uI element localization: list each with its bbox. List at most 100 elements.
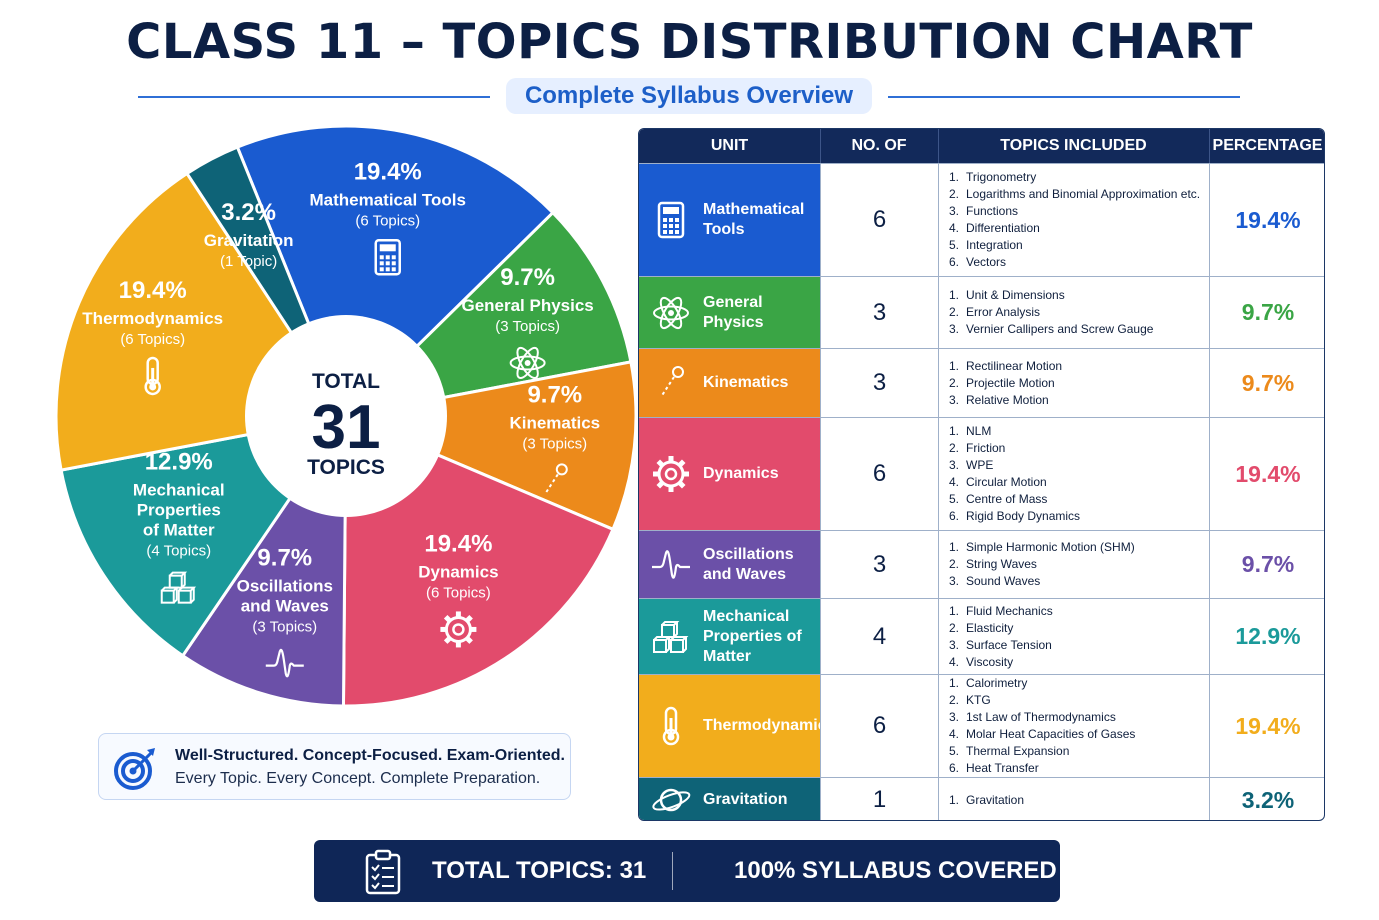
slice-percent-label: 9.7%: [527, 381, 582, 408]
topic-item: 4. Circular Motion: [949, 474, 1209, 491]
topic-text: Unit & Dimensions: [966, 288, 1065, 302]
topic-item: 2. KTG: [949, 692, 1209, 709]
slice-count-label: (6 Topics): [355, 212, 420, 229]
topic-item: 3. 1st Law of Thermodynamics: [949, 709, 1209, 726]
slice-name-label: and Waves: [241, 597, 329, 616]
topic-text: KTG: [966, 693, 991, 707]
wave-icon: [652, 549, 690, 579]
unit-cell: Kinematics: [639, 349, 820, 417]
wave-icon: [265, 648, 304, 678]
thermometer-icon: [144, 356, 161, 396]
atom-icon: [653, 296, 689, 329]
unit-cell: Oscillations and Waves: [639, 531, 820, 598]
cubes-icon: [653, 620, 689, 653]
subtitle: Complete Syllabus Overview: [506, 78, 872, 114]
topic-count: 6: [820, 164, 938, 276]
topic-number: 5.: [949, 238, 960, 252]
topic-number: 5.: [949, 492, 960, 506]
topics-cell: 1. Rectilinear Motion 2. Projectile Motion 3…: [938, 349, 1209, 417]
topic-number: 6.: [949, 255, 960, 269]
topic-count: 1: [820, 778, 938, 820]
unit-name: Thermodynamics: [703, 717, 836, 734]
planet-icon: [652, 788, 691, 812]
footer-total-topics: TOTAL TOPICS: 31: [432, 857, 647, 884]
topic-item: 3. Sound Waves: [949, 573, 1209, 590]
slice-percent-label: 19.4%: [354, 158, 422, 185]
topic-count: 3: [820, 277, 938, 348]
topic-number: 2.: [949, 557, 960, 571]
slice-count-label: (3 Topics): [495, 318, 560, 335]
calculator-icon: [657, 201, 685, 239]
topics-cell: 1. Fluid Mechanics 2. Elasticity 3. Surface T…: [938, 599, 1209, 674]
topic-text: WPE: [966, 458, 994, 472]
unit-name: Oscillations and Waves: [703, 545, 794, 583]
slice-name-label: Gravitation: [204, 231, 294, 250]
topic-item: 5. Thermal Expansion: [949, 743, 1209, 760]
topic-number: 1.: [949, 676, 960, 690]
topic-number: 1.: [949, 792, 960, 807]
topic-number: 4.: [949, 654, 960, 669]
topic-number: 2.: [949, 620, 960, 635]
footer-divider: [672, 852, 673, 890]
unit-name: General Physics: [703, 293, 764, 331]
topic-text: Surface Tension: [966, 637, 1052, 652]
percentage-value: 9.7%: [1209, 349, 1324, 417]
slice-count-label: (4 Topics): [146, 543, 211, 560]
header-divider: [820, 129, 821, 163]
topic-item: 6. Rigid Body Dynamics: [949, 508, 1209, 525]
tagline-line-2: Every Topic. Every Concept. Complete Pre…: [175, 770, 541, 787]
topic-text: Integration: [966, 238, 1023, 252]
topic-number: 1.: [949, 170, 960, 184]
topic-text: Rectilinear Motion: [966, 358, 1063, 373]
topic-item: 1. Unit & Dimensions: [949, 287, 1209, 304]
unit-name: Dynamics: [703, 465, 779, 482]
topic-text: Elasticity: [966, 620, 1014, 635]
topic-text: Gravitation: [966, 792, 1025, 807]
divider-right: [888, 96, 1240, 98]
topic-number: 2.: [949, 375, 960, 390]
table-row: Oscillations and Waves 3 1. Simple Harmonic…: [639, 530, 1324, 598]
slice-percent-label: 9.7%: [500, 264, 555, 291]
header-count: NO. OF TOPICS: [849, 137, 909, 188]
footer-syllabus-covered: 100% SYLLABUS COVERED: [734, 857, 1057, 884]
slice-percent-label: 3.2%: [221, 199, 276, 226]
center-topics-label: TOPICS: [307, 456, 385, 479]
topic-item: 3. Surface Tension: [949, 637, 1209, 654]
center-total-label: TOTAL: [312, 370, 380, 393]
topic-item: 2. Error Analysis: [949, 304, 1209, 321]
header-unit: UNIT: [710, 137, 749, 154]
topic-text: Logarithms and Binomial Approximation et…: [966, 187, 1201, 201]
topic-text: 1st Law of Thermodynamics: [966, 710, 1116, 724]
percentage-value: 19.4%: [1209, 418, 1324, 530]
topic-text: Calorimetry: [966, 676, 1028, 690]
topic-number: 1.: [949, 603, 960, 618]
topic-count: 6: [820, 675, 938, 777]
topics-cell: 1. Unit & Dimensions 2. Error Analysis 3. Ver…: [938, 277, 1209, 348]
topics-cell: 1. Gravitation: [938, 778, 1209, 820]
topic-number: 1.: [949, 358, 960, 373]
percentage-value: 12.9%: [1209, 599, 1324, 674]
topic-item: 2. Projectile Motion: [949, 375, 1209, 392]
topic-item: 2. String Waves: [949, 556, 1209, 573]
unit-cell: Dynamics: [639, 418, 820, 530]
topic-item: 6. Vectors: [949, 254, 1209, 271]
slice-name-label: Thermodynamics: [82, 309, 223, 328]
topics-cell: 1. Calorimetry 2. KTG 3. 1st Law of Thermodyn…: [938, 675, 1209, 777]
percentage-value: 19.4%: [1209, 164, 1324, 276]
slice-percent-label: 19.4%: [119, 277, 187, 304]
topic-number: 4.: [949, 475, 960, 489]
topic-number: 3.: [949, 710, 960, 724]
topic-count: 6: [820, 418, 938, 530]
topic-number: 3.: [949, 458, 960, 472]
topics-cell: 1. Simple Harmonic Motion (SHM) 2. String W…: [938, 531, 1209, 598]
slice-name-label: Mathematical Tools: [309, 190, 466, 209]
slice-name-label: Properties: [137, 501, 221, 520]
header-topics: TOPICS INCLUDED: [1000, 137, 1147, 154]
slice-name-label: Dynamics: [418, 562, 498, 581]
topic-number: 4.: [949, 727, 960, 741]
topic-number: 2.: [949, 693, 960, 707]
topic-text: NLM: [966, 424, 992, 438]
header-percentage: PERCENTAGE: [1212, 137, 1323, 154]
topic-text: Sound Waves: [966, 574, 1041, 588]
target-icon: [114, 748, 155, 790]
